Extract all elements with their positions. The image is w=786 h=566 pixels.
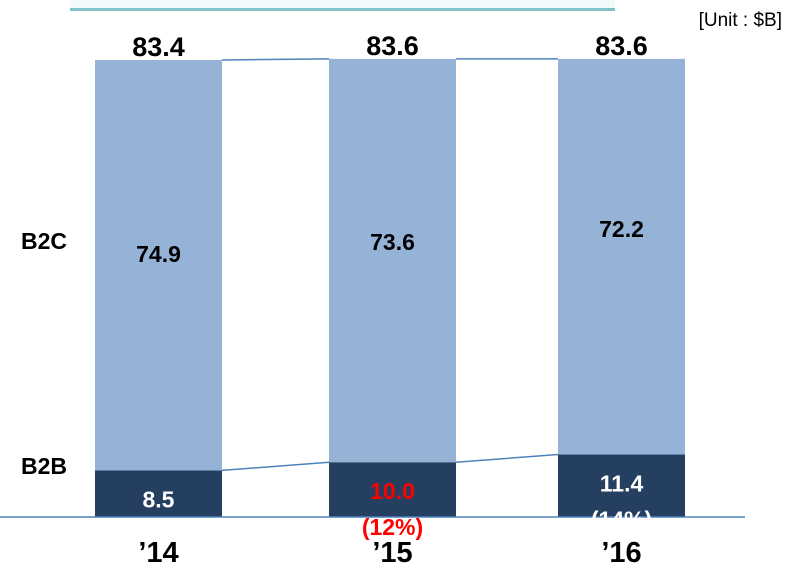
bar-b2c-0 [95, 59, 222, 471]
bar-b2c-1 [329, 58, 456, 463]
top-accent-bar [70, 0, 615, 11]
connector-b2b-0 [221, 461, 330, 472]
label-b2b-1: 10.0 [370, 478, 415, 504]
tick-label-2: ’16 [601, 537, 641, 566]
label-b2c-1: 73.6 [370, 229, 415, 255]
connector-total-0 [221, 58, 330, 61]
bar-b2b-2 [558, 454, 685, 517]
label-b2c-2: 72.2 [599, 216, 644, 242]
series-label-b2b: B2B [21, 453, 67, 479]
bar-b2b-1 [329, 462, 456, 517]
label-b2b-share-1: (12%) [362, 514, 423, 540]
label-total-0: 83.4 [132, 32, 185, 62]
bars-layer [95, 58, 685, 517]
tick-label-1: ’15 [372, 537, 412, 566]
labels-layer: 8.5 (10%) 74.9 83.4 ’14 10.0 (12%) 73.6 83.6 ’15 1… [21, 31, 652, 566]
series-label-b2c: B2C [21, 228, 67, 254]
label-total-2: 83.6 [595, 31, 648, 61]
connector-b2b-1 [455, 453, 559, 463]
unit-label: [Unit : $B] [698, 10, 782, 31]
label-b2b-share-0: (10%) [128, 522, 189, 548]
label-b2b-share-2: (14%) [591, 507, 652, 533]
connector-lines [221, 58, 559, 472]
label-b2c-0: 74.9 [136, 241, 181, 267]
tick-label-0: ’14 [138, 537, 178, 566]
label-b2b-2: 11.4 [600, 471, 644, 497]
label-b2b-0: 8.5 [143, 486, 175, 512]
bar-b2c-2 [558, 58, 685, 455]
label-total-1: 83.6 [366, 31, 419, 61]
bar-b2b-0 [95, 470, 222, 517]
